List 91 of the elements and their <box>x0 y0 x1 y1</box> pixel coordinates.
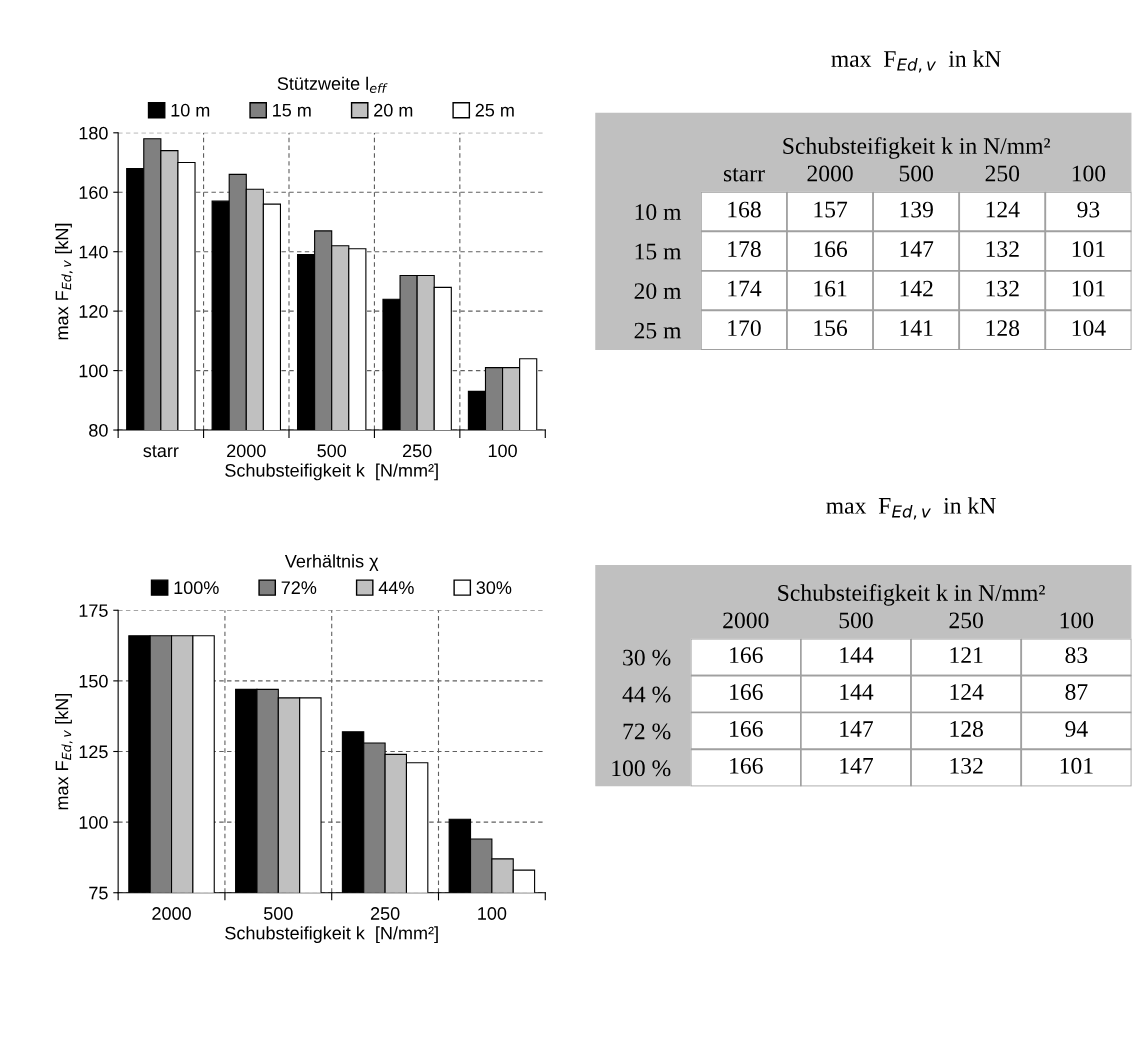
y-tick-label: 140 <box>79 245 108 259</box>
data-label: 166 <box>730 684 763 700</box>
chart-title: max F$_{Ed,v}$ in kN <box>831 50 1001 73</box>
data-label: 147 <box>900 241 934 257</box>
x-axis-title: Schubsteifigkeit k [N/mm²] <box>225 926 438 944</box>
data-label: 87 <box>1065 684 1088 700</box>
data-label: 174 <box>728 280 762 297</box>
x-axis-title: Schubsteifigkeit k in N/mm² <box>778 584 1045 606</box>
data-label: 147 <box>840 721 874 737</box>
data-label: 132 <box>986 241 1019 258</box>
data-label: 132 <box>950 757 983 774</box>
data-label: 104 <box>1072 320 1106 337</box>
x-tick-label: 2000 <box>227 444 266 458</box>
data-label: 166 <box>730 647 763 664</box>
data-label: 166 <box>730 720 763 737</box>
x-tick-label: starr <box>143 445 179 458</box>
y-tick-label: 100 % <box>612 760 671 777</box>
y-tick-label: 180 <box>79 126 108 140</box>
y-tick-label: 44 % <box>622 686 671 703</box>
data-label: 166 <box>730 757 763 774</box>
legend-label: 44% <box>378 581 414 594</box>
data-label: 101 <box>1060 757 1093 774</box>
data-label: 144 <box>840 684 874 700</box>
legend-title: Stützweite l$_{eff}$ <box>277 76 388 93</box>
data-label: 157 <box>814 201 848 218</box>
data-label: 124 <box>950 684 984 700</box>
legend-label: 10 m <box>171 103 210 117</box>
y-tick-label: 30 % <box>623 649 671 666</box>
data-label: 139 <box>900 201 933 218</box>
y-tick-label: 80 <box>89 423 108 437</box>
x-tick-label: 250 <box>370 907 400 920</box>
data-label: 144 <box>840 647 874 663</box>
legend-label: 15 m <box>273 104 311 117</box>
legend-label: 25 m <box>475 103 514 117</box>
y-tick-label: 75 <box>89 886 108 900</box>
y-tick-label: 25 m <box>634 322 682 339</box>
y-tick-label: 100 <box>79 816 108 829</box>
x-tick-label: 2000 <box>807 165 853 182</box>
y-axis-title: max F$_{Ed,v}$ [kN] <box>55 693 73 810</box>
y-tick-label: 100 <box>79 364 108 378</box>
data-label: 166 <box>814 241 848 258</box>
x-tick-label: 250 <box>402 444 432 458</box>
legend-title: Verhältnis χ <box>284 554 379 572</box>
data-label: 93 <box>1077 201 1100 218</box>
legend-label: 30% <box>476 581 512 595</box>
x-tick-label: starr <box>723 167 765 182</box>
y-tick-label: 150 <box>79 674 108 688</box>
x-tick-label: 500 <box>899 165 933 182</box>
x-tick-label: 250 <box>949 612 983 629</box>
data-label: 147 <box>840 757 874 774</box>
x-tick-label: 100 <box>488 444 517 458</box>
x-tick-label: 100 <box>1060 612 1094 629</box>
data-label: 168 <box>728 201 761 218</box>
y-tick-label: 120 <box>79 305 108 318</box>
data-label: 101 <box>1072 280 1105 297</box>
x-tick-label: 2000 <box>723 612 769 629</box>
chart-title: max F$_{Ed,v}$ in kN <box>826 497 996 520</box>
data-label: 128 <box>950 720 983 737</box>
x-tick-label: 250 <box>985 165 1020 182</box>
data-label: 156 <box>814 320 848 337</box>
x-tick-label: 2000 <box>152 907 191 920</box>
x-tick-label: 500 <box>263 907 293 920</box>
y-tick-label: 160 <box>79 186 108 199</box>
x-axis-title: Schubsteifigkeit k [N/mm²] <box>225 463 438 481</box>
x-tick-label: 100 <box>478 907 507 920</box>
data-label: 121 <box>950 647 983 663</box>
data-label: 128 <box>986 320 1020 337</box>
y-tick-label: 175 <box>79 604 108 617</box>
data-label: 141 <box>900 320 933 336</box>
data-label: 94 <box>1065 720 1088 737</box>
y-tick-label: 125 <box>79 745 108 759</box>
data-label: 83 <box>1065 647 1088 664</box>
y-axis-title: max F$_{Ed,v}$ [kN] <box>55 223 73 340</box>
y-tick-label: 20 m <box>634 283 682 300</box>
data-label: 161 <box>814 280 847 297</box>
data-label: 101 <box>1072 241 1105 258</box>
legend-label: 20 m <box>374 103 413 117</box>
x-tick-label: 500 <box>839 612 873 629</box>
legend-label: 72% <box>281 581 317 594</box>
y-tick-label: 72 % <box>623 723 671 740</box>
data-label: 142 <box>900 280 933 297</box>
x-tick-label: 500 <box>317 444 347 458</box>
x-axis-title: Schubsteifigkeit k in N/mm² <box>783 137 1051 159</box>
x-tick-label: 100 <box>1072 165 1106 182</box>
y-tick-label: 15 m <box>635 243 682 260</box>
data-label: 170 <box>728 320 761 337</box>
data-label: 178 <box>728 241 761 258</box>
data-label: 132 <box>986 280 1019 297</box>
data-label: 124 <box>986 201 1020 218</box>
legend-label: 100% <box>174 581 219 595</box>
y-tick-label: 10 m <box>635 204 682 221</box>
